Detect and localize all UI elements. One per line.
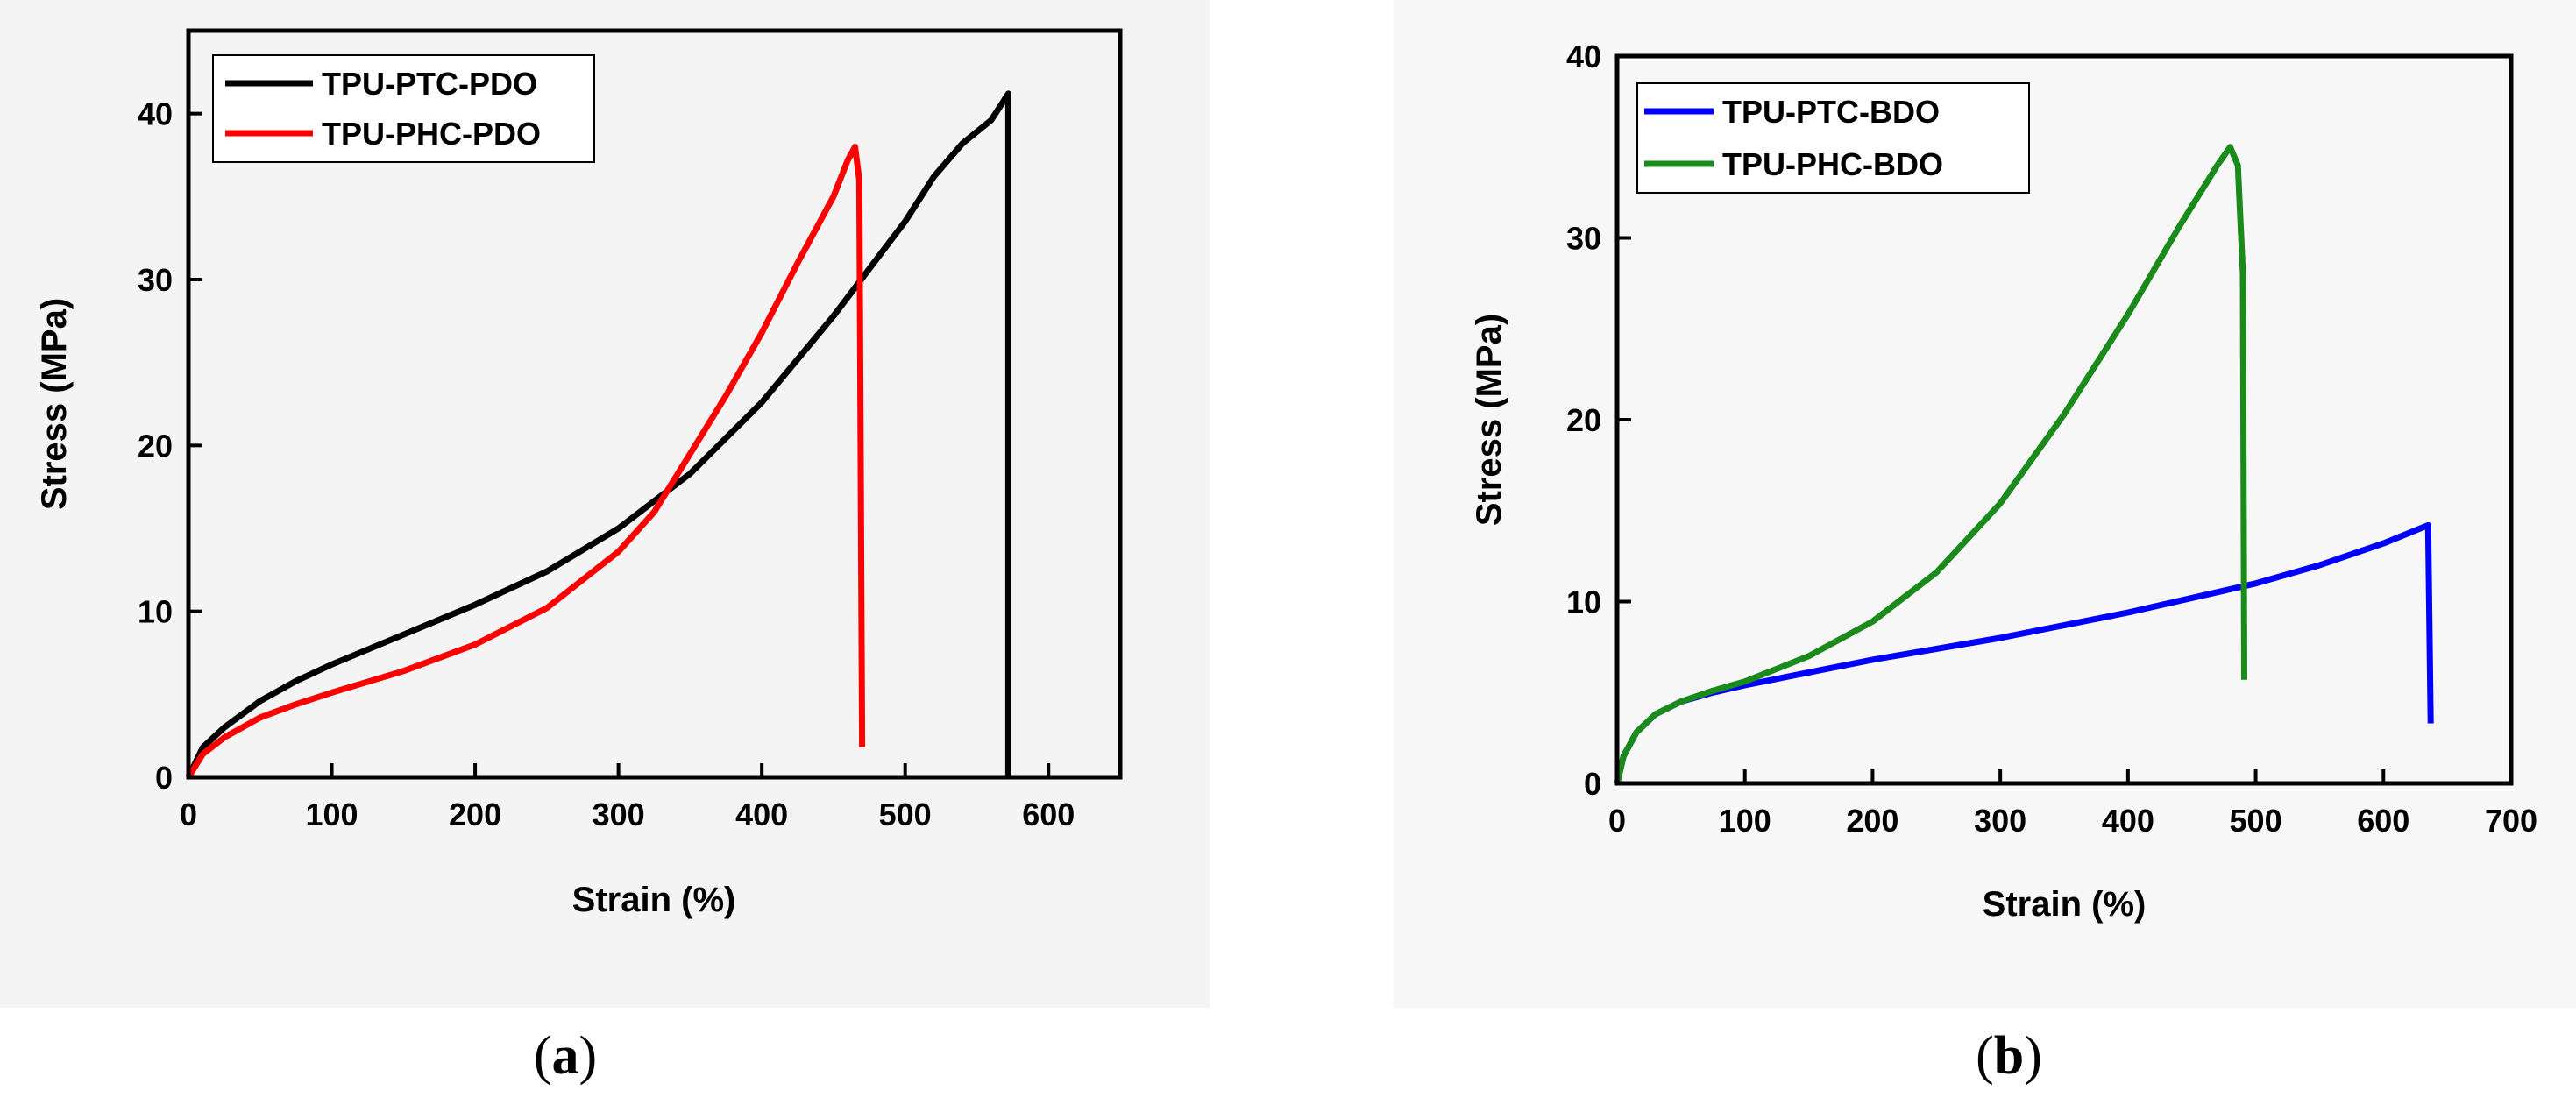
y-tick-label: 40 [138, 96, 173, 132]
x-tick-label: 100 [305, 797, 358, 832]
x-tick-label: 200 [1846, 803, 1898, 839]
x-tick-label: 0 [180, 797, 197, 832]
chart-b-tick-labels: 0 100 200 300 400 500 600 700 0 10 20 30 40 [1566, 39, 2537, 839]
chart-b-xlabel: Strain (%) [1983, 885, 2147, 924]
x-tick-label: 100 [1719, 803, 1771, 839]
chart-a-ylabel: Stress (MPa) [35, 298, 74, 510]
x-tick-label: 700 [2485, 803, 2537, 839]
y-tick-label: 0 [1584, 766, 1601, 802]
y-tick-label: 10 [1566, 584, 1601, 620]
chart-a-ticks [187, 111, 1051, 779]
y-tick-label: 10 [138, 594, 173, 630]
x-tick-label: 600 [1022, 797, 1075, 832]
x-tick-label: 400 [2102, 803, 2154, 839]
x-tick-label: 0 [1608, 803, 1626, 839]
chart-a-frame [186, 28, 1123, 780]
y-tick-label: 40 [1566, 39, 1601, 74]
chart-b-legend-box [1636, 82, 2030, 194]
chart-b-caption: (b) [1976, 1026, 2042, 1086]
y-tick-label: 30 [1566, 221, 1601, 257]
x-tick-label: 500 [2230, 803, 2282, 839]
chart-a-legend: TPU-PTC-PDO TPU-PHC-PDO [212, 54, 595, 163]
chart-b-ylabel: Stress (MPa) [1470, 314, 1508, 526]
chart-b-frame [1614, 53, 2514, 786]
legend-label-tpu-ptc-pdo: TPU-PTC-PDO [322, 66, 537, 102]
x-tick-label: 500 [879, 797, 932, 832]
y-tick-label: 0 [155, 760, 173, 796]
series-line-tpu-phc-bdo [1614, 144, 2247, 784]
legend-label-tpu-phc-bdo: TPU-PHC-BDO [1722, 146, 1943, 182]
series-line-tpu-ptc-bdo [1614, 521, 2434, 784]
x-tick-label: 300 [1974, 803, 2026, 839]
x-tick-label: 300 [593, 797, 645, 832]
series-line-tpu-phc-pdo [186, 144, 866, 779]
chart-a-caption: (a) [534, 1026, 597, 1086]
series-line-tpu-ptc-pdo [185, 90, 1011, 779]
chart-b-lines [1614, 144, 2434, 784]
legend-label-tpu-ptc-bdo: TPU-PTC-BDO [1722, 94, 1940, 130]
x-tick-label: 600 [2357, 803, 2409, 839]
y-tick-label: 20 [1566, 402, 1601, 438]
chart-a-lines [185, 90, 1011, 779]
legend-label-tpu-phc-pdo: TPU-PHC-PDO [322, 116, 541, 152]
chart-a-xlabel: Strain (%) [572, 881, 736, 919]
chart-b: 0 100 200 300 400 500 600 700 0 10 20 30 40 Strain (… [1470, 39, 2537, 1086]
chart-b-legend: TPU-PTC-BDO TPU-PHC-BDO [1636, 82, 2030, 194]
chart-a-legend-box [212, 54, 595, 163]
y-tick-label: 30 [138, 262, 173, 298]
x-tick-label: 400 [735, 797, 788, 832]
y-tick-label: 20 [138, 428, 173, 464]
chart-a-tick-labels: 0 100 200 300 400 500 600 0 10 20 30 40 [138, 96, 1075, 832]
x-tick-label: 200 [449, 797, 501, 832]
